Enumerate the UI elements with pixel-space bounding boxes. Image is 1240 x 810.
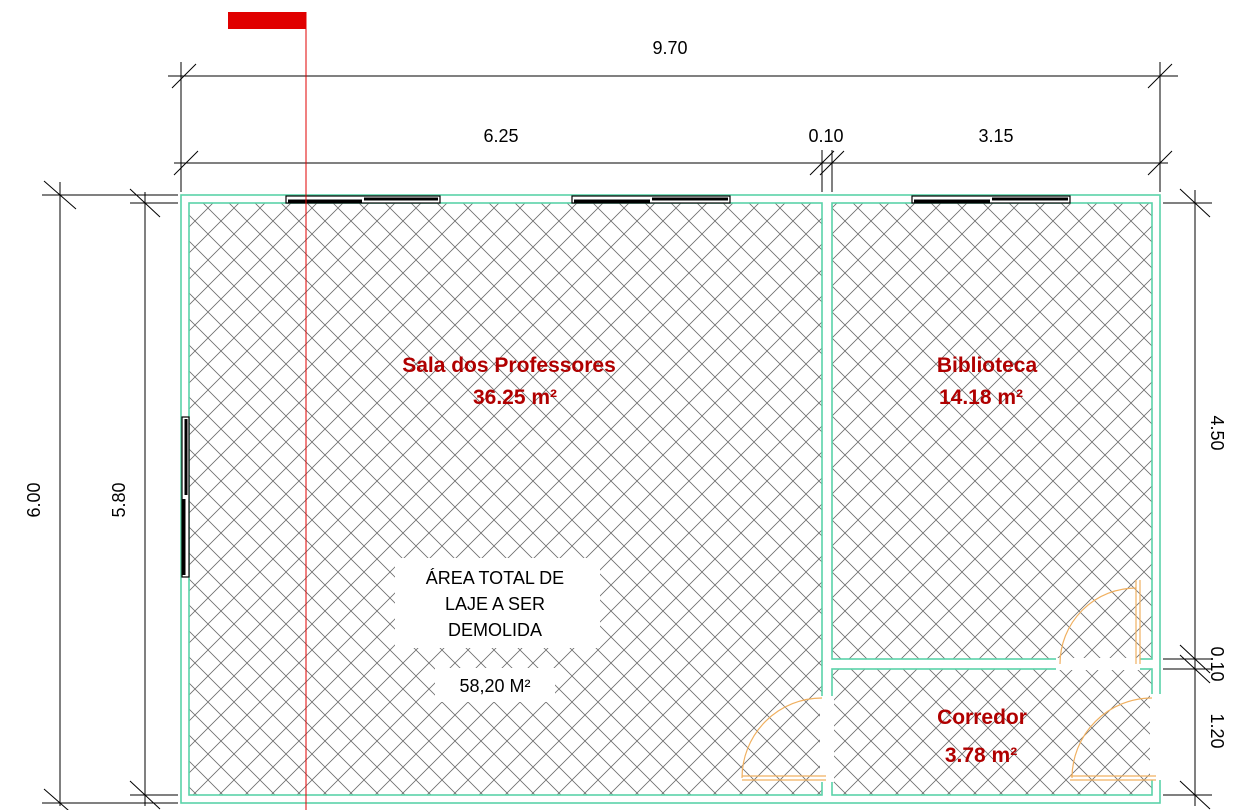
window-sala-left: [285, 195, 441, 204]
dim-overall-height: 6.00: [24, 482, 44, 517]
dim-segment-left: 6.25: [483, 126, 518, 146]
room-sala-name: Sala dos Professores: [402, 354, 616, 377]
room-corredor-name: Corredor: [937, 706, 1027, 729]
note-line-3: DEMOLIDA: [448, 620, 542, 640]
dim-inner-height: 5.80: [109, 482, 129, 517]
doors: [741, 580, 1162, 782]
door-biblioteca: [1056, 580, 1141, 670]
dim-right-lower: 1.20: [1207, 713, 1227, 748]
dim-right-wall: 0.10: [1207, 646, 1227, 681]
hatch-corredor: [832, 669, 1152, 795]
dim-right-upper: 4.50: [1207, 415, 1227, 450]
dim-segment-right: 3.15: [978, 126, 1013, 146]
outer-wall-outline: [180, 194, 1161, 804]
room-corredor-area: 3.78 m²: [945, 744, 1017, 767]
note-area-background: [435, 668, 555, 702]
room-biblioteca-name: Biblioteca: [937, 354, 1038, 377]
dim-overall-width: 9.70: [652, 38, 687, 58]
note-line-1: ÁREA TOTAL DE: [426, 568, 564, 588]
window-sala-west: [181, 416, 190, 578]
door-corredor: [1070, 694, 1162, 781]
note-line-2: LAJE A SER: [445, 594, 545, 614]
door-sala: [741, 696, 834, 782]
hatch-biblioteca: [832, 203, 1152, 659]
note-total-area: 58,20 M²: [459, 676, 530, 696]
room-sala-area: 36.25 m²: [473, 386, 557, 409]
windows: [181, 195, 1071, 578]
hatch-sala: [189, 203, 822, 795]
window-biblioteca: [911, 195, 1071, 204]
section-marker-flag: [228, 12, 306, 29]
note-background: [395, 558, 600, 648]
window-sala-right: [571, 195, 731, 204]
dimension-lines: [42, 62, 1212, 810]
dim-segment-wall: 0.10: [808, 126, 843, 146]
room-biblioteca-area: 14.18 m²: [939, 386, 1023, 409]
